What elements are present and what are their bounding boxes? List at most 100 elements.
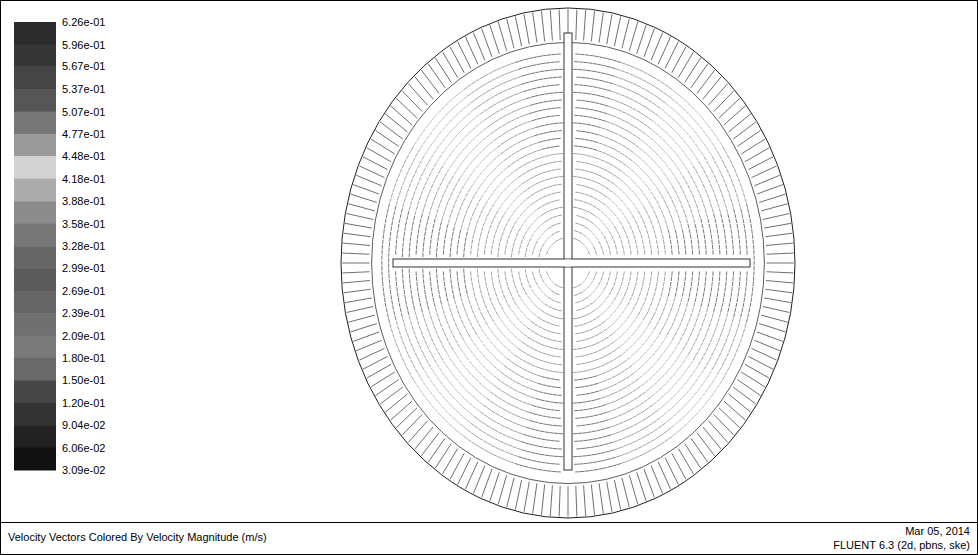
vector [576,130,580,131]
vector [457,327,459,331]
vector [678,250,679,254]
vector [554,176,558,178]
vector [614,166,618,168]
vector [507,339,510,342]
vector [555,231,559,233]
vector [468,205,470,209]
vector [622,191,625,194]
vector [488,197,491,201]
vector [512,248,514,252]
vector [621,282,622,286]
vector [514,188,517,191]
vector [574,410,578,411]
vector [518,294,520,298]
vector [754,340,780,351]
vector [609,271,611,275]
vector [622,297,624,301]
colorbar-swatch [14,134,56,156]
vector [573,287,577,288]
vector [540,180,544,181]
vector [626,175,629,178]
vector [580,355,584,357]
vector [658,178,661,181]
vector [643,245,645,249]
vector [540,368,544,369]
vector [527,162,531,164]
vector [555,115,559,116]
vector [539,360,543,361]
vector [534,314,538,317]
vector [677,195,679,199]
vector [447,202,449,206]
vector [657,358,660,361]
vector [601,211,605,214]
colorbar-tick: 3.09e-02 [56,464,105,476]
vector [613,141,617,143]
vector [519,400,523,402]
vector [616,217,619,220]
vector [709,298,711,302]
vector [524,369,528,371]
vector [614,133,618,135]
vector [674,297,675,301]
vector [705,245,706,249]
vector [547,139,551,141]
vector [547,194,551,195]
vector [518,348,522,350]
vector [659,317,661,321]
colorbar-tick-label: 5.96e-01 [62,39,105,51]
vector [655,174,658,177]
vector [643,220,645,224]
vector [538,326,542,328]
vector [681,318,683,322]
vector [630,311,633,315]
vector [510,396,514,398]
vector [583,289,587,291]
vector [651,317,653,321]
colorbar-swatch [14,246,56,268]
vector [579,325,583,326]
colorbar-swatch [14,336,56,358]
vector [648,188,651,191]
vector [464,341,467,345]
vector [631,333,634,336]
vector [497,155,501,158]
vector [499,279,500,283]
vector [712,271,713,275]
vector [607,198,611,201]
colorbar-tick-label: 2.09e-01 [62,330,105,342]
vector [591,485,594,515]
vector [547,170,551,172]
vector [500,237,501,241]
vector [548,236,551,239]
vector [523,209,526,212]
vector [494,200,497,204]
vector [507,165,511,167]
vector [616,150,620,152]
vector [503,178,506,181]
vector [699,308,700,312]
vector [475,297,476,301]
vector [499,302,501,306]
vector [434,303,435,307]
colorbar-tick: 1.50e-01 [56,374,105,386]
vector [649,282,651,286]
vector [648,146,651,149]
vector [644,29,654,57]
vector [490,472,499,501]
vector [698,313,699,317]
vector [474,315,476,319]
vector [490,297,492,301]
vector [443,211,444,215]
vector [484,245,486,249]
vector [590,281,593,285]
vector [667,191,669,195]
vector [516,327,519,330]
vector [447,320,449,324]
vector [615,185,619,188]
vector [514,284,516,288]
vector [521,140,525,142]
vector [683,346,685,350]
vector [510,230,512,234]
vector [593,276,595,280]
